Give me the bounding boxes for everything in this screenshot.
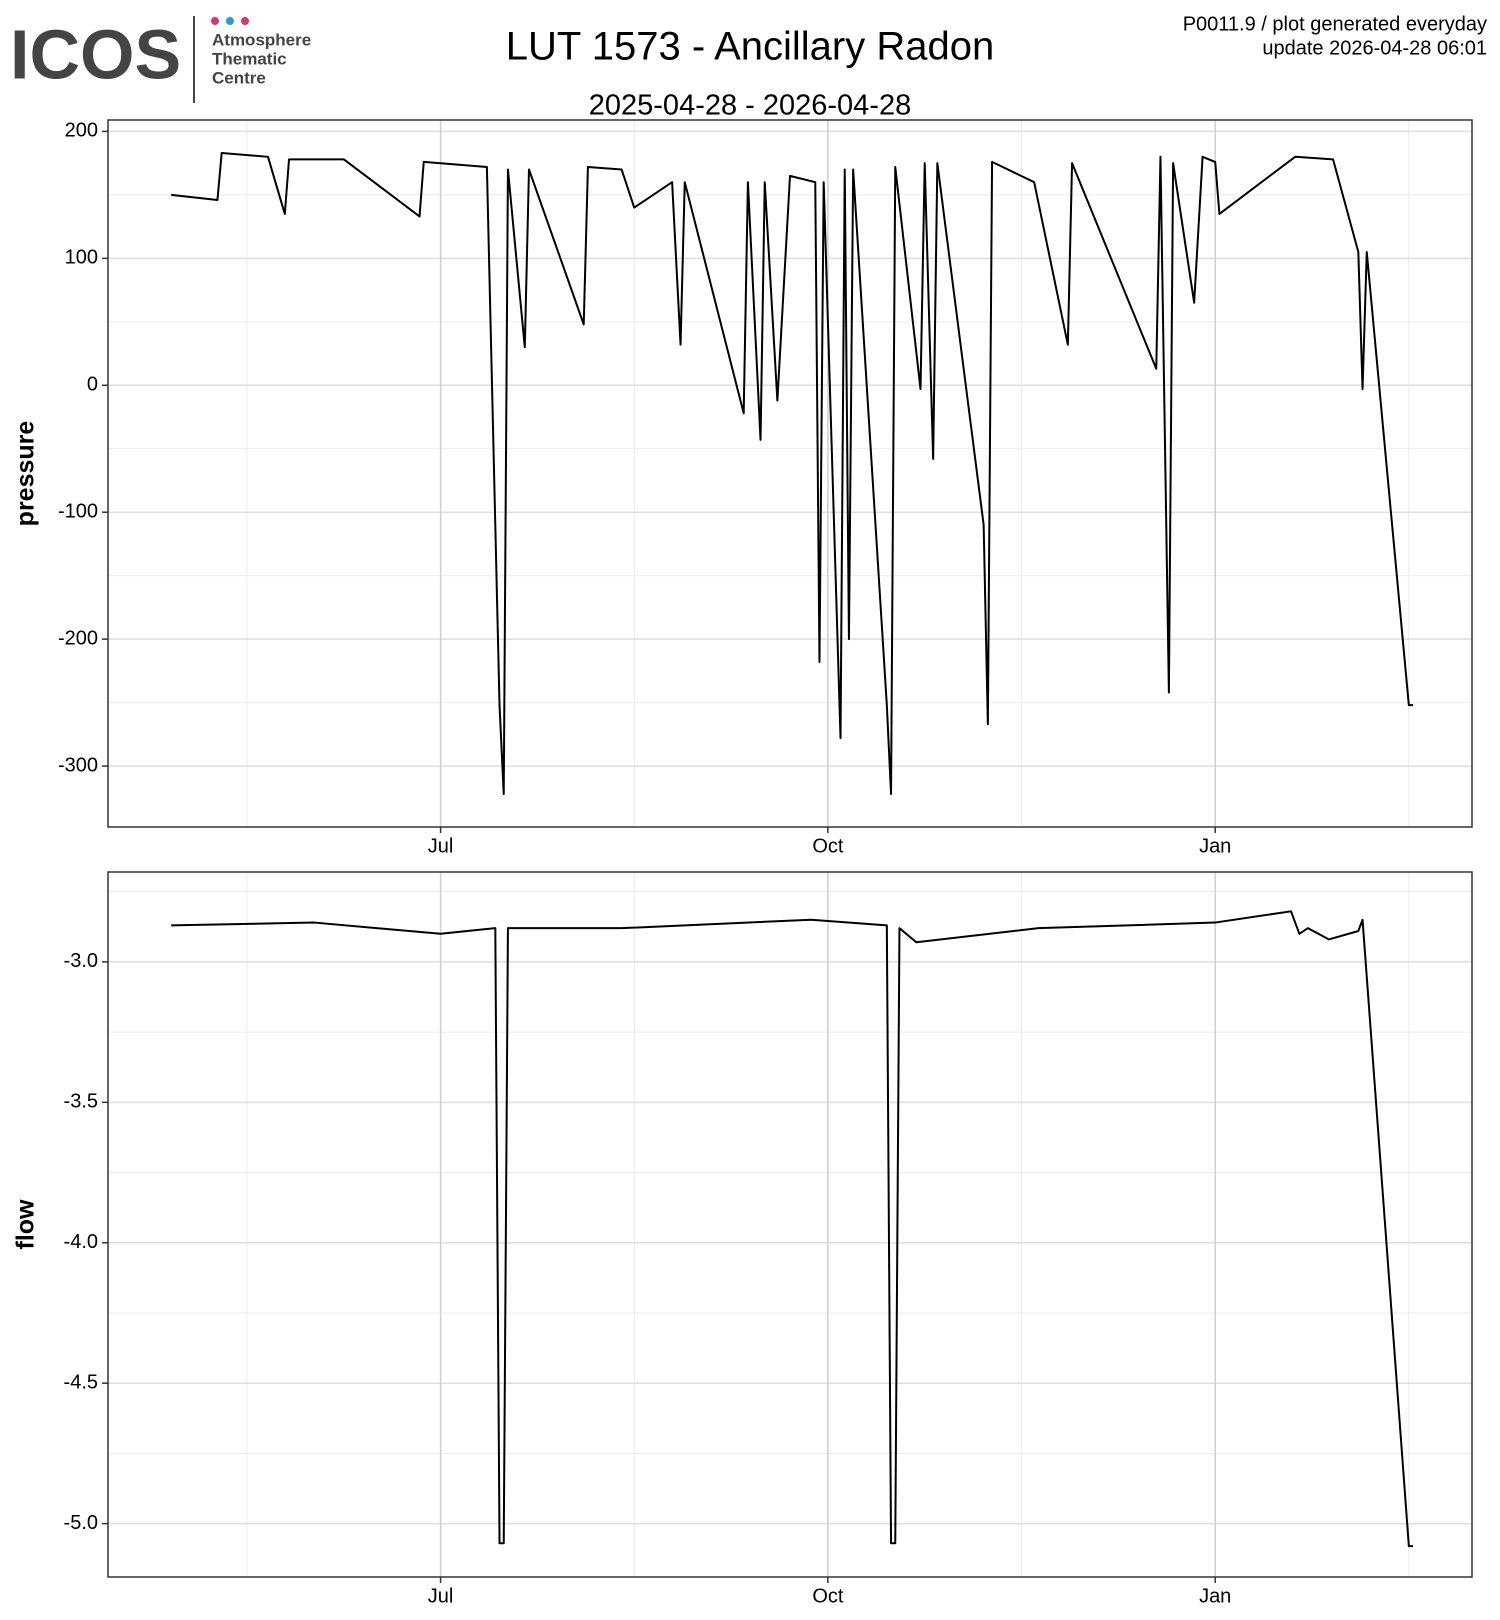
logo-dot bbox=[241, 17, 249, 25]
y-tick-label: -4.0 bbox=[64, 1231, 98, 1253]
y-tick-label: -4.5 bbox=[64, 1371, 98, 1393]
y-tick-label: -300 bbox=[58, 754, 98, 776]
logo-dot bbox=[211, 17, 219, 25]
data-line bbox=[171, 152, 1414, 795]
plot-frame bbox=[107, 871, 1473, 1578]
note: P0011.9 / plot generated everyday bbox=[1183, 13, 1487, 35]
panel: -5.0 -4.5 -4.0 -3.5 -3.0 Jul Oct Jan flow bbox=[12, 871, 1473, 1607]
y-tick-label: 0 bbox=[87, 374, 98, 396]
update: update 2026-04-28 06:01 bbox=[1262, 37, 1487, 59]
y-tick-label: -5.0 bbox=[64, 1512, 98, 1534]
logo-text: ICOS bbox=[10, 15, 181, 93]
panel: -300 -200 -100 0 100 200 Jul Oct Jan pressure bbox=[12, 119, 1473, 857]
y-tick-label: -100 bbox=[58, 500, 98, 522]
logo-line: Centre bbox=[212, 68, 266, 87]
plot-frame bbox=[107, 119, 1473, 828]
y-tick-label: -200 bbox=[58, 627, 98, 649]
y-tick-label: 200 bbox=[65, 120, 98, 142]
x-tick-label: Jan bbox=[1199, 835, 1231, 857]
logo-line: Thematic bbox=[212, 49, 287, 68]
y-tick-label: -3.5 bbox=[64, 1091, 98, 1113]
chart-subtitle: 2025-04-28 - 2026-04-28 bbox=[589, 90, 911, 122]
x-tick-label: Jul bbox=[428, 835, 454, 857]
x-tick-label: Jan bbox=[1199, 1585, 1231, 1607]
y-tick-label: 100 bbox=[65, 247, 98, 269]
chart-title: LUT 1573 - Ancillary Radon bbox=[506, 25, 994, 69]
y-tick-label: -3.0 bbox=[64, 950, 98, 972]
logo: ICOS Atmosphere Thematic Centre bbox=[10, 15, 311, 103]
logo-line: Atmosphere bbox=[212, 30, 311, 49]
y-axis-label: pressure bbox=[12, 421, 40, 527]
logo-dot bbox=[226, 17, 234, 25]
x-tick-label: Oct bbox=[812, 835, 844, 857]
y-axis-label: flow bbox=[12, 1199, 40, 1250]
x-tick-label: Jul bbox=[428, 1585, 454, 1607]
data-line bbox=[171, 910, 1414, 1548]
x-tick-label: Oct bbox=[812, 1585, 844, 1607]
